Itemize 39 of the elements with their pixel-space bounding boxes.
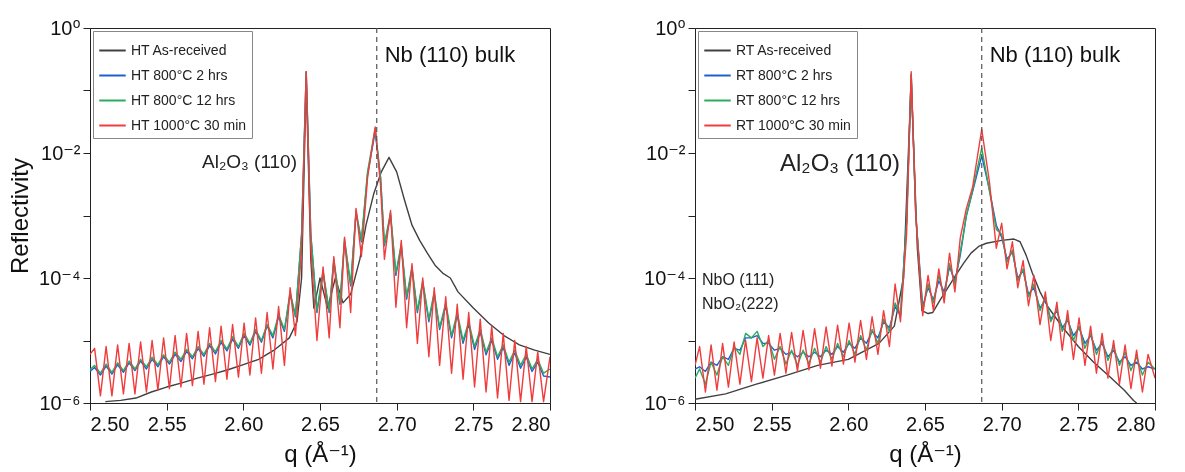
- x-axis-title: q (Å⁻¹): [889, 439, 962, 467]
- legend-label: RT 1000°C 30 min: [736, 116, 851, 133]
- legend-label: HT 800°C 12 hrs: [131, 91, 236, 108]
- ref-line-label: Nb (110) bulk: [384, 42, 517, 67]
- y-tick-label: 10⁰: [655, 16, 686, 39]
- x-tick-label: 2.75: [454, 412, 494, 435]
- x-tick-label: 2.70: [377, 412, 417, 435]
- y-tick-label: 10⁰: [50, 16, 81, 39]
- x-tick-label: 2.70: [982, 412, 1022, 435]
- y-tick-label: 10⁻⁶: [644, 391, 686, 414]
- legend-label: RT As-received: [736, 41, 832, 58]
- x-tick-label: 2.50: [695, 412, 735, 435]
- x-tick-label: 2.65: [906, 412, 945, 435]
- x-tick-label: 2.50: [90, 412, 130, 435]
- legend-label: RT 800°C 2 hrs: [736, 66, 833, 83]
- y-tick-label: 10⁻²: [646, 141, 686, 164]
- x-tick-label: 2.80: [1116, 412, 1156, 435]
- x-tick-label: 2.55: [752, 412, 792, 435]
- legend-label: RT 800°C 12 hrs: [736, 91, 840, 108]
- x-tick-label: 2.75: [1059, 412, 1099, 435]
- y-tick-label: 10⁻⁴: [39, 266, 81, 289]
- ref-line-label: Nb (110) bulk: [989, 42, 1122, 67]
- x-tick-label: 2.80: [511, 412, 551, 435]
- legend-label: HT 800°C 2 hrs: [131, 66, 228, 83]
- annotation: Al₂O₃ (110): [779, 149, 900, 176]
- y-tick-label: 10⁻²: [41, 141, 81, 164]
- y-tick-label: 10⁻⁴: [644, 266, 686, 289]
- x-tick-label: 2.55: [147, 412, 187, 435]
- legend-label: HT 1000°C 30 min: [131, 116, 247, 133]
- x-tick-label: 2.60: [829, 412, 869, 435]
- x-tick-label: 2.60: [224, 412, 264, 435]
- y-axis-title: Reflectivity: [6, 157, 34, 275]
- legend-label: HT As-received: [131, 41, 227, 58]
- annotation: NbO (111): [702, 271, 775, 288]
- y-tick-label: 10⁻⁶: [39, 391, 81, 414]
- x-tick-label: 2.65: [301, 412, 340, 435]
- x-axis-title: q (Å⁻¹): [284, 439, 357, 467]
- annotation: NbO₂(222): [702, 295, 779, 312]
- annotation: Al₂O₃ (110): [201, 151, 297, 172]
